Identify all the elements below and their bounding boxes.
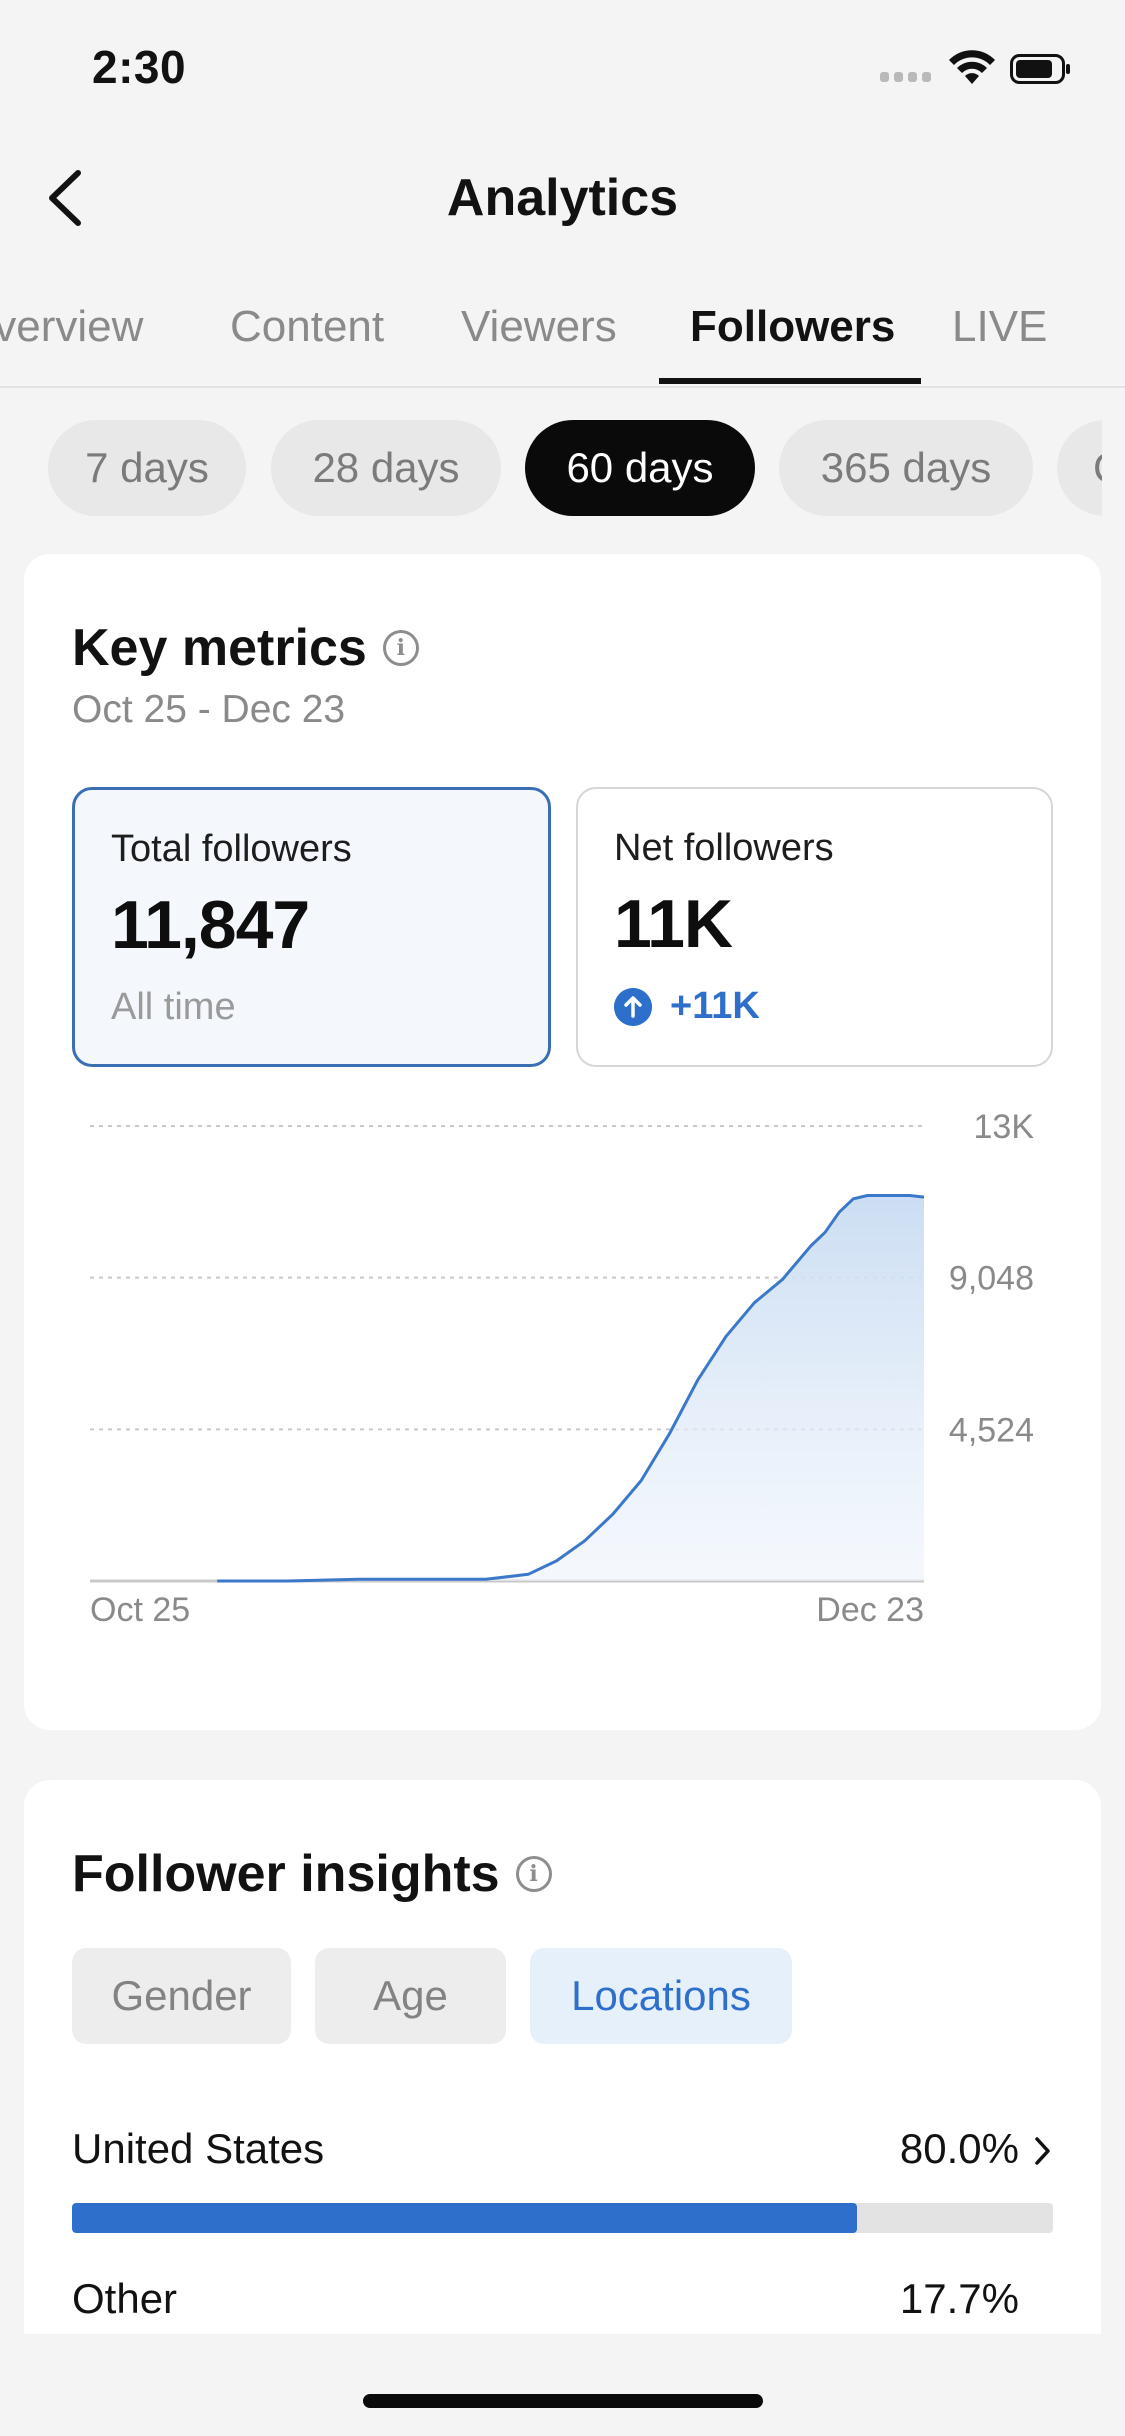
date-range-chips: 7 days 28 days 60 days 365 days Custom: [0, 420, 1102, 520]
bottom-safe-area: [0, 2334, 1125, 2436]
wifi-icon: [949, 50, 995, 84]
location-row-united-states[interactable]: United States 80.0%: [72, 2125, 1053, 2245]
location-bar-fill: [72, 2203, 857, 2233]
location-name: United States: [72, 2125, 325, 2172]
total-followers-label: Total followers: [111, 828, 352, 870]
segment-gender[interactable]: Gender: [72, 1948, 291, 2044]
range-chip-28-days[interactable]: 28 days: [271, 420, 501, 516]
x-tick-label: Oct 25: [90, 1591, 190, 1629]
net-followers-delta-value: +11K: [670, 985, 760, 1027]
tab-followers[interactable]: Followers: [690, 302, 896, 351]
y-tick-label: 9,048: [949, 1260, 1034, 1298]
info-icon[interactable]: i: [515, 1856, 552, 1892]
followers-area-fill: [217, 1195, 924, 1581]
total-followers-card[interactable]: Total followers 11,847 All time: [72, 787, 551, 1067]
arrow-up-icon: [614, 987, 652, 1026]
range-chip-7-days[interactable]: 7 days: [48, 420, 246, 516]
net-followers-delta: +11K: [614, 985, 760, 1028]
location-row-other[interactable]: Other 17.7%: [72, 2275, 1053, 2335]
followers-series-line: [217, 1194, 925, 1583]
follower-insights-card: Follower insights i Gender Age Locations…: [24, 1780, 1101, 2400]
location-percent: 80.0%: [899, 2125, 1019, 2172]
key-metrics-title: Key metrics: [72, 619, 367, 677]
segment-age[interactable]: Age: [315, 1948, 506, 2044]
tab-viewers[interactable]: Viewers: [461, 302, 617, 351]
home-indicator: [363, 2394, 763, 2408]
y-tick-label: 13K: [974, 1108, 1035, 1146]
tab-live[interactable]: LIVE: [952, 302, 1048, 351]
total-followers-value: 11,847: [111, 887, 310, 963]
date-range-label: Oct 25 - Dec 23: [72, 688, 346, 731]
net-followers-value: 11K: [614, 886, 733, 962]
net-followers-label: Net followers: [614, 827, 834, 869]
analytics-tabs: Overview Content Viewers Followers LIVE: [0, 290, 1125, 388]
key-metrics-header: Key metrics i: [72, 618, 419, 678]
battery-icon: [1010, 54, 1070, 84]
x-tick-label: Dec 23: [816, 1591, 924, 1629]
range-chip-60-days[interactable]: 60 days: [525, 420, 755, 516]
followers-chart: 4,524 9,048 13K Oct 25 Dec 23: [90, 1108, 1035, 1629]
tab-content[interactable]: Content: [230, 302, 385, 351]
tab-overview[interactable]: Overview: [0, 302, 144, 351]
key-metrics-card: Key metrics i Oct 25 - Dec 23 Total foll…: [24, 554, 1101, 1730]
range-chip-365-days[interactable]: 365 days: [779, 420, 1033, 516]
segment-locations[interactable]: Locations: [530, 1948, 792, 2044]
active-tab-indicator: [659, 378, 921, 384]
back-arrow-icon[interactable]: [40, 165, 92, 231]
y-tick-label: 4,524: [949, 1411, 1034, 1449]
cellular-signal-icon: [880, 72, 932, 84]
location-percent: 17.7%: [899, 2275, 1019, 2322]
status-time: 2:30: [92, 41, 187, 93]
chevron-right-icon: [1035, 2137, 1050, 2165]
info-icon[interactable]: i: [382, 630, 419, 666]
location-bar-track: [72, 2203, 1053, 2233]
location-name: Other: [72, 2275, 178, 2322]
net-followers-card[interactable]: Net followers 11K +11K: [576, 787, 1053, 1067]
total-followers-footnote: All time: [111, 986, 236, 1028]
follower-insights-title: Follower insights: [72, 1845, 500, 1903]
range-chip-custom[interactable]: Custom: [1057, 420, 1102, 516]
page-title: Analytics: [446, 169, 679, 227]
follower-insights-header: Follower insights i: [72, 1844, 552, 1904]
